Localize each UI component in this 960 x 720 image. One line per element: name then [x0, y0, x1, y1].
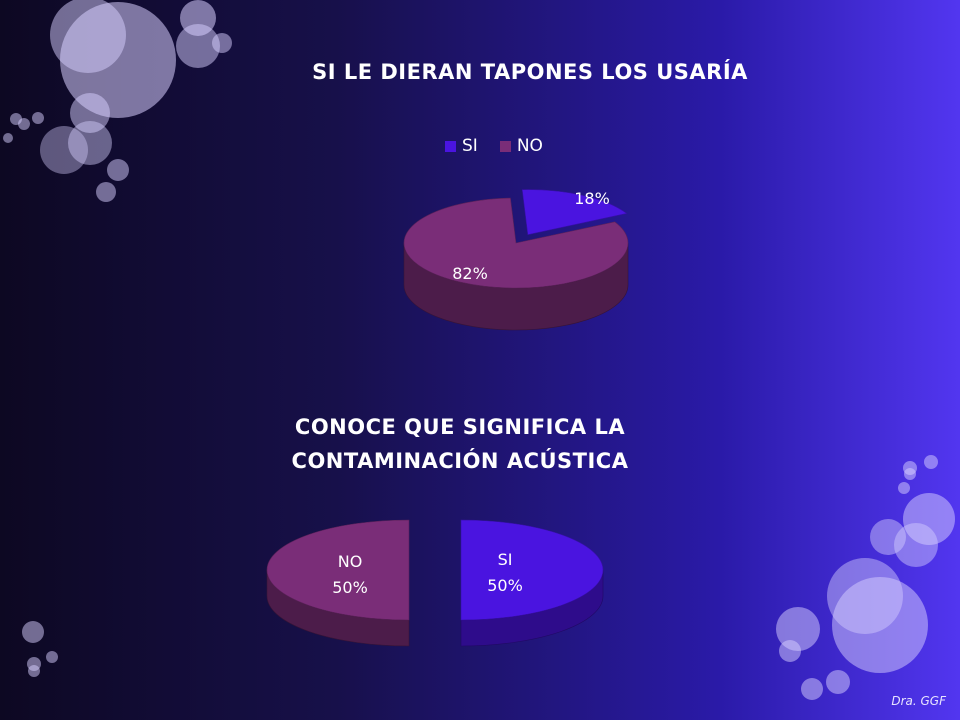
bubble-4 [212, 33, 232, 53]
bubble-12 [32, 112, 44, 124]
legend-label-no: NO [516, 136, 543, 156]
bubble-8 [107, 159, 129, 181]
bubble-22 [898, 482, 910, 494]
bubble-5 [70, 93, 110, 133]
bubble-7 [40, 126, 88, 174]
legend-swatch-si [445, 140, 456, 152]
bubble-23 [776, 607, 820, 651]
bubble-20 [924, 455, 938, 469]
chart1-title: SI LE DIERAN TAPONES LOS USARÍA [312, 60, 748, 84]
chart1-legend: SI NO [445, 136, 543, 156]
bubble-16 [903, 493, 955, 545]
bubble-30 [28, 665, 40, 677]
pie2-slice-no [266, 519, 410, 621]
legend-label-si: SI [462, 136, 478, 156]
pie1-label-no: 82% [452, 264, 488, 283]
pie2-label-no-value: 50% [332, 578, 368, 597]
chart2-title: CONOCE QUE SIGNIFICA LA CONTAMINACIÓN AC… [291, 415, 629, 473]
pie2-label-si-value: 50% [487, 576, 523, 595]
bubble-18 [870, 519, 906, 555]
bubble-25 [826, 670, 850, 694]
legend-item-no: NO [499, 136, 543, 156]
footer-credit: Dra. GGF [891, 694, 946, 708]
bubble-17 [894, 523, 938, 567]
bubble-1 [50, 0, 126, 73]
pie2-label-no-name: NO [337, 552, 363, 571]
bubble-29 [46, 651, 58, 663]
pie2-label-si-name: SI [497, 550, 513, 569]
bubble-26 [801, 678, 823, 700]
bubble-3 [176, 24, 220, 68]
bubble-24 [779, 640, 801, 662]
pie2-label-no: NO 50% [315, 549, 385, 601]
bubble-15 [827, 558, 903, 634]
bubble-11 [18, 118, 30, 130]
pie1-slice-si [521, 189, 628, 235]
bubble-9 [96, 182, 116, 202]
bubble-6 [68, 121, 112, 165]
pie2-label-si: SI 50% [470, 547, 540, 599]
bubble-14 [832, 577, 928, 673]
legend-item-si: SI [445, 136, 478, 156]
pie1-label-si: 18% [574, 189, 610, 208]
legend-swatch-no [499, 140, 511, 152]
pie2-slice-si [460, 519, 604, 621]
pie1-slice-no [403, 197, 629, 289]
bubble-21 [904, 468, 916, 480]
bubble-13 [3, 133, 13, 143]
bubble-27 [22, 621, 44, 643]
